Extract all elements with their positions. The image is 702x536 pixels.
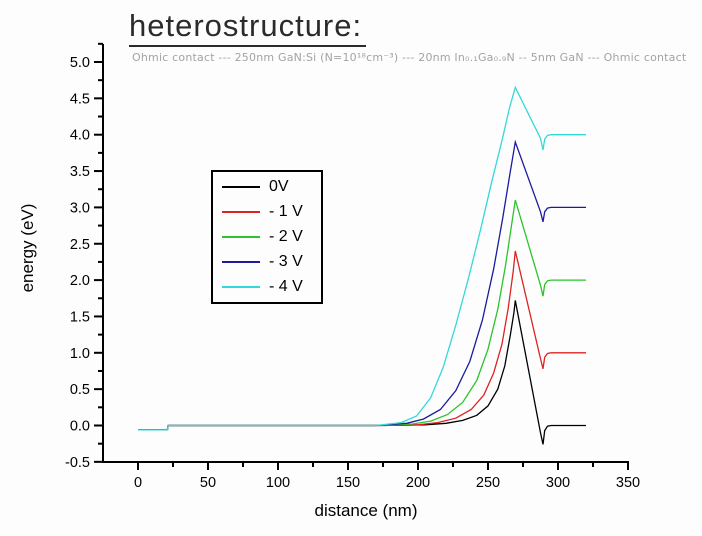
x-tick-label: 100 bbox=[266, 475, 290, 491]
legend-label: - 1 V bbox=[269, 203, 303, 221]
y-tick-label: 3.5 bbox=[70, 164, 90, 180]
x-tick-label: 300 bbox=[546, 475, 570, 491]
legend-line-sample bbox=[222, 235, 260, 238]
x-tick-label: 350 bbox=[616, 475, 640, 491]
y-tick-label: 1.5 bbox=[70, 309, 90, 325]
legend-line-sample bbox=[222, 260, 260, 263]
legend-label: 0V bbox=[269, 178, 289, 196]
legend-item: - 2 V bbox=[213, 225, 321, 249]
legend-box: 0V - 1 V - 2 V - 3 V - 4 V bbox=[211, 170, 323, 304]
series-curve--1V bbox=[138, 250, 586, 431]
legend-item: 0V bbox=[213, 175, 321, 199]
y-tick-label: 5.0 bbox=[70, 55, 90, 71]
legend-item: - 3 V bbox=[213, 250, 321, 274]
x-axis-title: distance (nm) bbox=[314, 501, 418, 520]
legend-label: - 3 V bbox=[269, 252, 303, 270]
y-tick-label: -0.5 bbox=[65, 455, 90, 471]
y-tick-label: 0.5 bbox=[70, 382, 90, 398]
y-tick-label: 4.5 bbox=[70, 91, 90, 107]
legend-label: - 4 V bbox=[269, 277, 303, 295]
x-tick-label: 0 bbox=[134, 475, 142, 491]
chart-title: heterostructure: bbox=[129, 8, 367, 47]
legend-item: - 1 V bbox=[213, 200, 321, 224]
y-tick-label: 4.0 bbox=[70, 128, 90, 144]
series-curve-0V bbox=[138, 300, 586, 445]
y-tick-label: 3.0 bbox=[70, 200, 90, 216]
legend-label: - 2 V bbox=[269, 227, 303, 245]
legend-line-sample bbox=[222, 285, 260, 288]
x-tick-label: 150 bbox=[336, 475, 360, 491]
y-tick-label: 1.0 bbox=[70, 346, 90, 362]
y-axis-title: energy (eV) bbox=[18, 203, 37, 293]
x-tick-label: 50 bbox=[200, 475, 216, 491]
chart-subtitle: Ohmic contact --- 250nm GaN:Si (N=10¹⁸cm… bbox=[132, 51, 687, 64]
series-curve--4V bbox=[138, 85, 586, 431]
y-tick-label: 0.0 bbox=[70, 419, 90, 435]
y-tick-label: 2.0 bbox=[70, 273, 90, 289]
x-tick-label: 250 bbox=[476, 475, 500, 491]
y-tick-label: 2.5 bbox=[70, 237, 90, 253]
x-tick-label: 200 bbox=[406, 475, 430, 491]
legend-line-sample bbox=[222, 186, 260, 189]
legend-item: - 4 V bbox=[213, 275, 321, 299]
series-curve--2V bbox=[138, 199, 586, 431]
legend-line-sample bbox=[222, 211, 260, 214]
series-curve--3V bbox=[138, 139, 586, 431]
